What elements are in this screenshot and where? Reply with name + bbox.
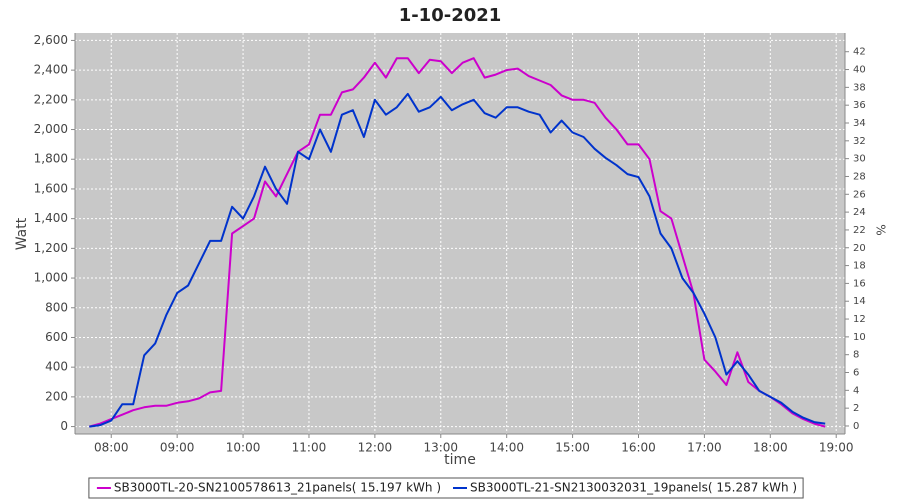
y2-tick-label: 4: [853, 385, 859, 396]
x-tick-label: 09:00: [160, 441, 195, 455]
x-tick-label: 15:00: [555, 441, 590, 455]
legend: [88, 477, 804, 499]
y2-tick-label: 12: [853, 314, 866, 325]
x-axis-label: time: [444, 452, 476, 468]
y-tick-label: 400: [45, 360, 68, 374]
x-tick-label: 08:00: [94, 441, 129, 455]
y2-tick-label: 14: [853, 296, 866, 307]
y2-tick-label: 6: [853, 368, 859, 379]
y2-tick-label: 18: [853, 261, 866, 272]
y2-tick-label: 16: [853, 278, 866, 289]
x-tick-label: 14:00: [489, 441, 524, 455]
x-tick-label: 19:00: [819, 441, 854, 455]
y-tick-label: 2,600: [34, 33, 68, 47]
y-tick-label: 200: [45, 389, 68, 403]
y2-tick-label: 8: [853, 350, 859, 361]
y-tick-label: 600: [45, 330, 68, 344]
y2-tick-label: 20: [853, 243, 866, 254]
y2-tick-label: 26: [853, 189, 866, 200]
y2-tick-label: 34: [853, 118, 866, 129]
y-axis-label: Watt: [14, 217, 30, 250]
series-line: [89, 92, 826, 428]
y2-tick-label: 2: [853, 403, 859, 414]
legend-label: SB3000TL-20-SN2100578613_21panels( 15.19…: [114, 481, 441, 495]
y-tick-label: 1,800: [34, 152, 68, 166]
series-line: [89, 57, 826, 428]
y2-tick-label: 10: [853, 332, 866, 343]
y-tick-label: 1,200: [34, 241, 68, 255]
y-tick-label: 1,600: [34, 181, 68, 195]
y2-tick-label: 24: [853, 207, 866, 218]
x-tick-label: 11:00: [292, 441, 327, 455]
y-tick-label: 2,000: [34, 122, 68, 136]
y-tick-label: 2,400: [34, 63, 68, 77]
y2-tick-label: 30: [853, 154, 866, 165]
chart-title: 1-10-2021: [399, 5, 502, 26]
y-tick-label: 800: [45, 300, 68, 314]
x-tick-label: 13:00: [423, 441, 458, 455]
y2-tick-label: 42: [853, 47, 866, 58]
y-tick-label: 1,400: [34, 211, 68, 225]
legend-label: SB3000TL-21-SN2130032031_19panels( 15.28…: [470, 481, 797, 495]
x-tick-label: 16:00: [621, 441, 656, 455]
y-tick-label: 1,000: [34, 271, 68, 285]
y2-axis-label: %: [874, 224, 888, 235]
y2-tick-label: 22: [853, 225, 866, 236]
y2-tick-label: 28: [853, 171, 866, 182]
y2-tick-label: 38: [853, 82, 866, 93]
y2-tick-label: 40: [853, 65, 866, 76]
y-tick-label: 2,200: [34, 92, 68, 106]
x-tick-label: 10:00: [226, 441, 261, 455]
y2-tick-label: 0: [853, 421, 859, 432]
y2-tick-label: 36: [853, 100, 866, 111]
x-tick-label: 12:00: [358, 441, 393, 455]
x-tick-label: 18:00: [753, 441, 788, 455]
y-tick-label: 0: [60, 419, 68, 433]
x-tick-label: 17:00: [687, 441, 722, 455]
y2-tick-label: 32: [853, 136, 866, 147]
